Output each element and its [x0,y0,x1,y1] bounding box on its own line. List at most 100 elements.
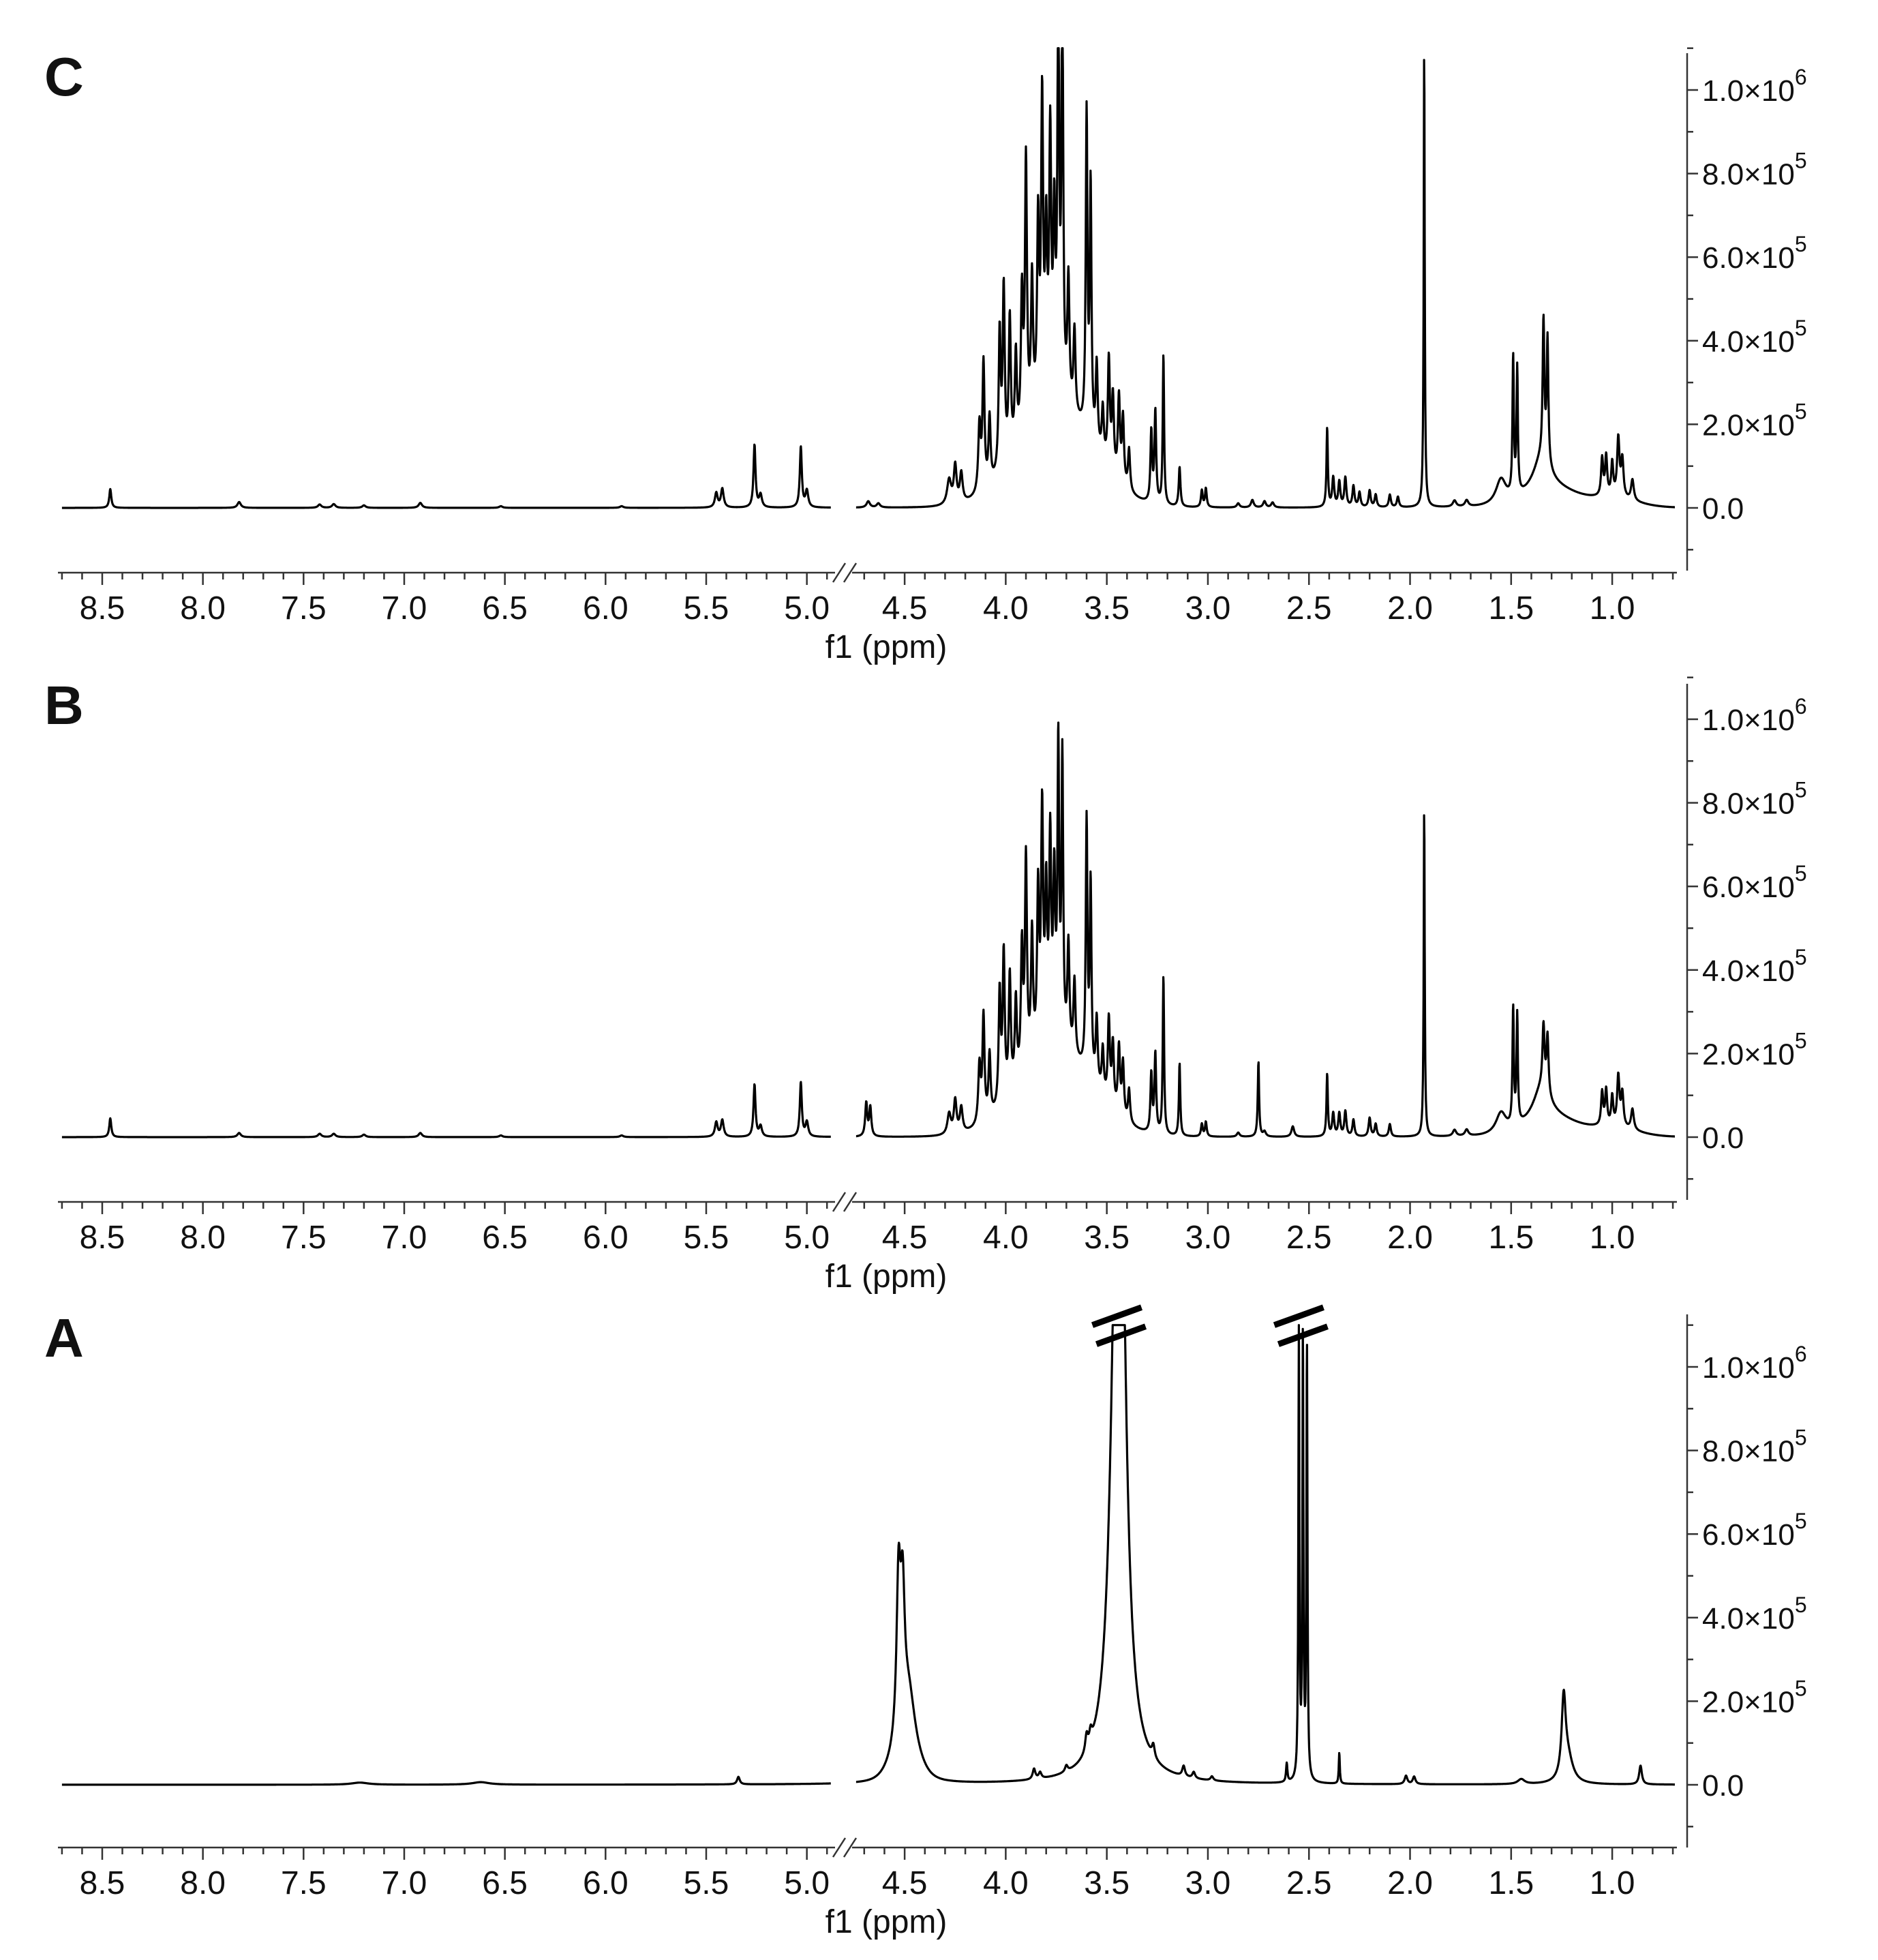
y-tick-label: 1.0×106 [1702,1342,1807,1385]
x-tick-label: 6.0 [583,1865,628,1901]
panel-a: A 8.5 8.0 7.5 7.0 6.5 6.0 5.5 5.0 4.5 4.0 3.5 3.0 2.… [44,1304,1807,1940]
x-tick-label: 6.5 [482,590,528,627]
axis-break-mark [832,1837,847,1858]
x-tick-label: 2.0 [1387,590,1433,627]
spectrum-line-left [61,1775,832,1786]
x-tick-label: 6.5 [482,1865,528,1901]
x-tick-label: 5.0 [784,590,830,627]
panel-b: B 8.5 8.0 7.5 7.0 6.5 6.0 5.5 5.0 4.5 4.0 3.5 3.0 2.… [44,675,1807,1295]
x-tick-label: 1.0 [1590,1865,1635,1901]
x-tick-label: 2.5 [1286,590,1332,627]
x-axis-title: f1 (ppm) [826,1904,948,1940]
y-axis: 0.0 2.0×105 4.0×105 6.0×105 8.0×105 1.0×106 [1686,676,1807,1200]
x-tick-label: 3.5 [1084,1220,1130,1256]
x-tick-label: 3.0 [1185,590,1231,627]
axis-break-mark [843,562,858,583]
x-tick-label: 6.0 [583,590,628,627]
x-tick-label: 5.5 [684,1865,729,1901]
y-tick-label: 0.0 [1702,1769,1744,1803]
x-tick-label: 1.5 [1488,590,1534,627]
spectrum-trace [61,1304,1676,1786]
x-axis: 8.5 8.0 7.5 7.0 6.5 6.0 5.5 5.0 4.5 4.0 3.5 3.0 2.5 2… [58,562,1677,627]
x-tick-label: 6.5 [482,1220,528,1256]
x-tick-label: 7.5 [281,1220,327,1256]
x-tick-label: 8.0 [180,590,226,627]
x-tick-label: 3.5 [1084,590,1130,627]
x-tick-label: 2.0 [1387,1220,1433,1256]
peak-break-mark [1277,1323,1329,1347]
x-tick-label: 7.5 [281,590,327,627]
spectrum-line-right [855,47,1676,509]
axis-break-mark [832,1192,847,1212]
x-tick-label: 1.0 [1590,590,1635,627]
x-tick-label: 4.5 [882,1865,928,1901]
x-tick-label: 2.5 [1286,1865,1332,1901]
x-tick-label: 4.5 [882,1220,928,1256]
y-tick-label: 0.0 [1702,1121,1744,1155]
y-tick-label: 8.0×105 [1702,149,1807,192]
y-tick-label: 6.0×105 [1702,1509,1807,1552]
spectrum-line-left [61,1081,832,1139]
y-tick-label: 1.0×106 [1702,65,1807,108]
y-tick-label: 0.0 [1702,492,1744,526]
x-tick-label: 7.0 [382,1865,427,1901]
x-tick-label: 7.0 [382,590,427,627]
spectrum-trace [61,721,1676,1139]
y-tick-label: 4.0×105 [1702,316,1807,359]
x-tick-label: 6.0 [583,1220,628,1256]
x-tick-label: 8.0 [180,1865,226,1901]
x-tick-label: 3.0 [1185,1220,1231,1256]
x-tick-label: 8.5 [80,1220,125,1256]
x-tick-label: 5.0 [784,1220,830,1256]
x-tick-label: 7.0 [382,1220,427,1256]
y-tick-label: 2.0×105 [1702,399,1807,442]
x-tick-label: 4.0 [983,1865,1029,1901]
y-tick-label: 4.0×105 [1702,1593,1807,1635]
x-tick-label: 1.5 [1488,1865,1534,1901]
y-tick-label: 2.0×105 [1702,1676,1807,1719]
panel-label: A [44,1308,84,1368]
axis-break-mark [843,1192,858,1212]
x-tick-label: 4.5 [882,590,928,627]
x-tick-label: 5.5 [684,1220,729,1256]
x-tick-label: 2.0 [1387,1865,1433,1901]
panel-label: C [44,46,84,107]
x-axis: 8.5 8.0 7.5 7.0 6.5 6.0 5.5 5.0 4.5 4.0 3.5 3.0 2.5 2… [58,1192,1677,1256]
x-tick-label: 4.0 [983,590,1029,627]
peak-break-mark [1273,1304,1324,1328]
spectrum-line-right [855,721,1676,1138]
panel-c: C 8.5 8.0 7.5 7.0 6.5 6.0 5.5 5.0 4.5 4.0 3.5 3.0 2.… [44,46,1807,665]
spectrum-line-right [855,1324,1676,1786]
x-tick-label: 8.5 [80,590,125,627]
x-tick-label: 5.0 [784,1865,830,1901]
peak-break-mark [1091,1304,1143,1328]
x-tick-label: 1.5 [1488,1220,1534,1256]
spectrum-trace [61,47,1676,509]
axis-break-mark [843,1837,858,1858]
x-tick-label: 2.5 [1286,1220,1332,1256]
x-tick-label: 5.5 [684,590,729,627]
x-tick-label: 7.5 [281,1865,327,1901]
peak-break-mark [1095,1323,1147,1347]
x-axis-title: f1 (ppm) [826,1258,948,1295]
spectrum-line-left [61,443,832,509]
y-axis: 0.0 2.0×105 4.0×105 6.0×105 8.0×105 1.0×106 [1686,1314,1807,1848]
y-tick-label: 6.0×105 [1702,232,1807,275]
x-tick-label: 4.0 [983,1220,1029,1256]
x-axis: 8.5 8.0 7.5 7.0 6.5 6.0 5.5 5.0 4.5 4.0 3.5 3.0 2.5 2… [58,1837,1677,1901]
y-axis: 0.0 2.0×105 4.0×105 6.0×105 8.0×105 1.0×106 [1686,47,1807,571]
y-tick-label: 8.0×105 [1702,1426,1807,1468]
y-tick-label: 6.0×105 [1702,861,1807,904]
x-tick-label: 8.5 [80,1865,125,1901]
y-tick-label: 8.0×105 [1702,778,1807,821]
x-tick-label: 1.0 [1590,1220,1635,1256]
y-tick-label: 2.0×105 [1702,1028,1807,1071]
x-tick-label: 3.5 [1084,1865,1130,1901]
x-tick-label: 8.0 [180,1220,226,1256]
y-tick-label: 1.0×106 [1702,694,1807,737]
axis-break-mark [832,562,847,583]
x-axis-title: f1 (ppm) [826,629,948,665]
y-tick-label: 4.0×105 [1702,945,1807,988]
x-tick-label: 3.0 [1185,1865,1231,1901]
